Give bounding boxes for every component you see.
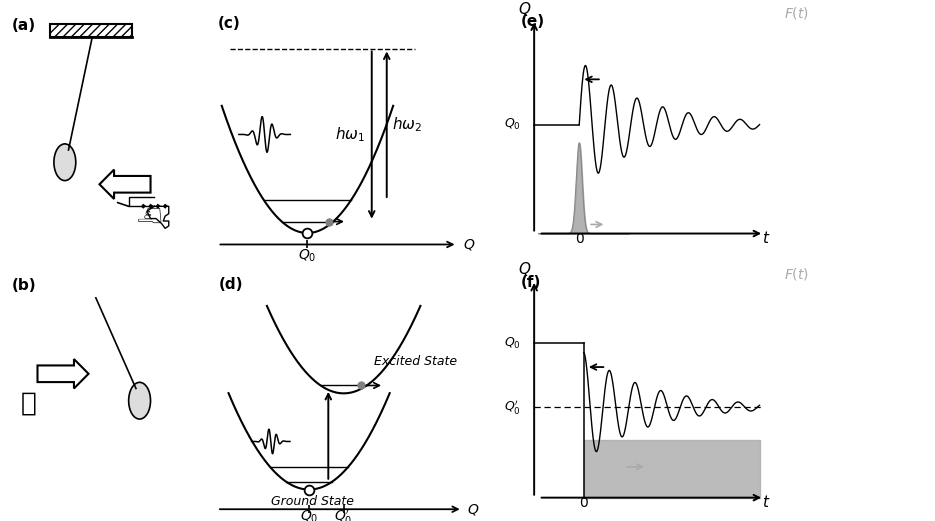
Text: $Q$: $Q$ bbox=[518, 0, 532, 18]
Text: $Q$: $Q$ bbox=[463, 237, 475, 252]
Text: $F(t)$: $F(t)$ bbox=[784, 5, 810, 21]
Text: Excited State: Excited State bbox=[374, 355, 457, 368]
Text: $F(t)$: $F(t)$ bbox=[784, 266, 810, 282]
Text: $Q_0$: $Q_0$ bbox=[300, 509, 318, 521]
FancyArrow shape bbox=[37, 359, 89, 389]
Text: $h\omega_2$: $h\omega_2$ bbox=[392, 115, 422, 133]
Text: (b): (b) bbox=[12, 278, 36, 293]
Text: $t$: $t$ bbox=[762, 230, 770, 245]
Text: (a): (a) bbox=[12, 18, 36, 33]
Text: 0: 0 bbox=[580, 495, 588, 510]
Text: (d): (d) bbox=[219, 278, 243, 292]
Text: ✋: ✋ bbox=[21, 390, 36, 416]
Text: $Q_0$: $Q_0$ bbox=[504, 336, 521, 351]
Text: $Q_0'$: $Q_0'$ bbox=[335, 508, 352, 521]
FancyArrow shape bbox=[99, 170, 151, 199]
Text: $Q_0$: $Q_0$ bbox=[298, 248, 317, 264]
Text: (c): (c) bbox=[218, 16, 240, 31]
Text: ☞: ☞ bbox=[131, 197, 160, 228]
Text: 0: 0 bbox=[575, 232, 583, 245]
Text: $Q_0'$: $Q_0'$ bbox=[504, 398, 521, 416]
FancyBboxPatch shape bbox=[50, 24, 133, 38]
Text: $Q_0$: $Q_0$ bbox=[504, 117, 521, 132]
Ellipse shape bbox=[54, 144, 76, 181]
Ellipse shape bbox=[129, 382, 151, 419]
Text: $Q$: $Q$ bbox=[468, 502, 480, 517]
Text: (e): (e) bbox=[521, 14, 545, 29]
Text: $Q$: $Q$ bbox=[518, 260, 532, 278]
Text: $h\omega_1$: $h\omega_1$ bbox=[336, 126, 366, 144]
Text: (f): (f) bbox=[521, 275, 541, 290]
Text: Ground State: Ground State bbox=[271, 495, 354, 508]
Text: $t$: $t$ bbox=[762, 494, 770, 510]
